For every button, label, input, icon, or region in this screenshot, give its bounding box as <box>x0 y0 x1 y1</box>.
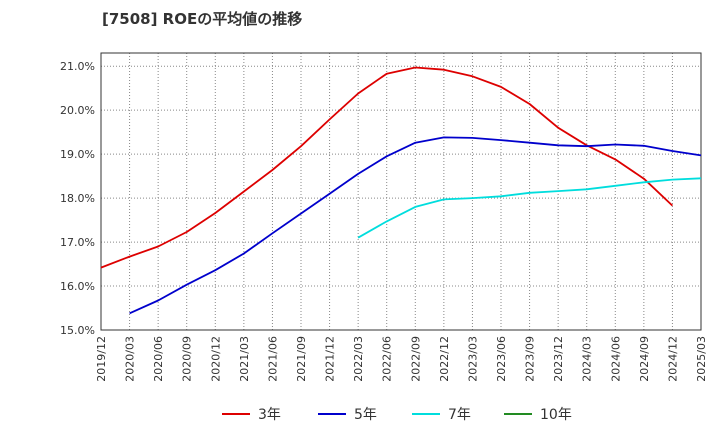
x-tick-label: 2021/09 <box>295 336 308 382</box>
x-tick-label: 2023/06 <box>495 336 508 382</box>
grid <box>101 53 701 330</box>
x-tick-label: 2024/03 <box>581 336 594 382</box>
x-tick-label: 2023/09 <box>524 336 537 382</box>
x-tick-label: 2020/03 <box>124 336 137 382</box>
x-tick-label: 2021/12 <box>324 336 337 382</box>
x-tick-label: 2019/12 <box>95 336 108 382</box>
legend: 3年 5年 7年 10年 <box>222 407 572 423</box>
y-tick-label: 15.0% <box>60 324 95 337</box>
x-tick-label: 2022/09 <box>409 336 422 382</box>
x-tick-label: 2023/12 <box>552 336 565 382</box>
y-tick-label: 18.0% <box>60 192 95 205</box>
x-tick-label: 2022/06 <box>381 336 394 382</box>
x-tick-label: 2025/03 <box>695 336 708 382</box>
x-tick-label: 2020/06 <box>152 336 165 382</box>
plot-frame <box>100 52 702 331</box>
x-tick-label: 2024/12 <box>666 336 679 382</box>
x-axis: 2019/12 2020/03 2020/06 2020/09 2020/12 2021/… <box>95 336 708 382</box>
y-tick-label: 17.0% <box>60 236 95 249</box>
legend-label: 10年 <box>540 407 572 423</box>
series-line-3年 <box>100 66 674 269</box>
y-tick-label: 19.0% <box>60 148 95 161</box>
y-axis: 15.0% 16.0% 17.0% 18.0% 19.0% 20.0% 21.0% <box>60 60 95 337</box>
x-tick-label: 2021/03 <box>238 336 251 382</box>
x-tick-label: 2020/12 <box>209 336 222 382</box>
x-tick-label: 2023/03 <box>466 336 479 382</box>
x-tick-label: 2021/06 <box>266 336 279 382</box>
x-tick-label: 2022/03 <box>352 336 365 382</box>
y-tick-label: 20.0% <box>60 104 95 117</box>
y-tick-label: 16.0% <box>60 280 95 293</box>
legend-label: 5年 <box>354 407 377 423</box>
y-tick-label: 21.0% <box>60 60 95 73</box>
series-line-7年 <box>357 177 702 239</box>
legend-label: 7年 <box>448 407 471 423</box>
x-tick-label: 2024/09 <box>638 336 651 382</box>
x-tick-label: 2020/09 <box>181 336 194 382</box>
series-lines <box>100 66 702 315</box>
series-line-5年 <box>129 136 702 315</box>
legend-label: 3年 <box>258 407 281 423</box>
x-tick-label: 2022/12 <box>438 336 451 382</box>
x-tick-label: 2024/06 <box>609 336 622 382</box>
chart-title: [7508] ROEの平均値の推移 <box>102 10 303 28</box>
